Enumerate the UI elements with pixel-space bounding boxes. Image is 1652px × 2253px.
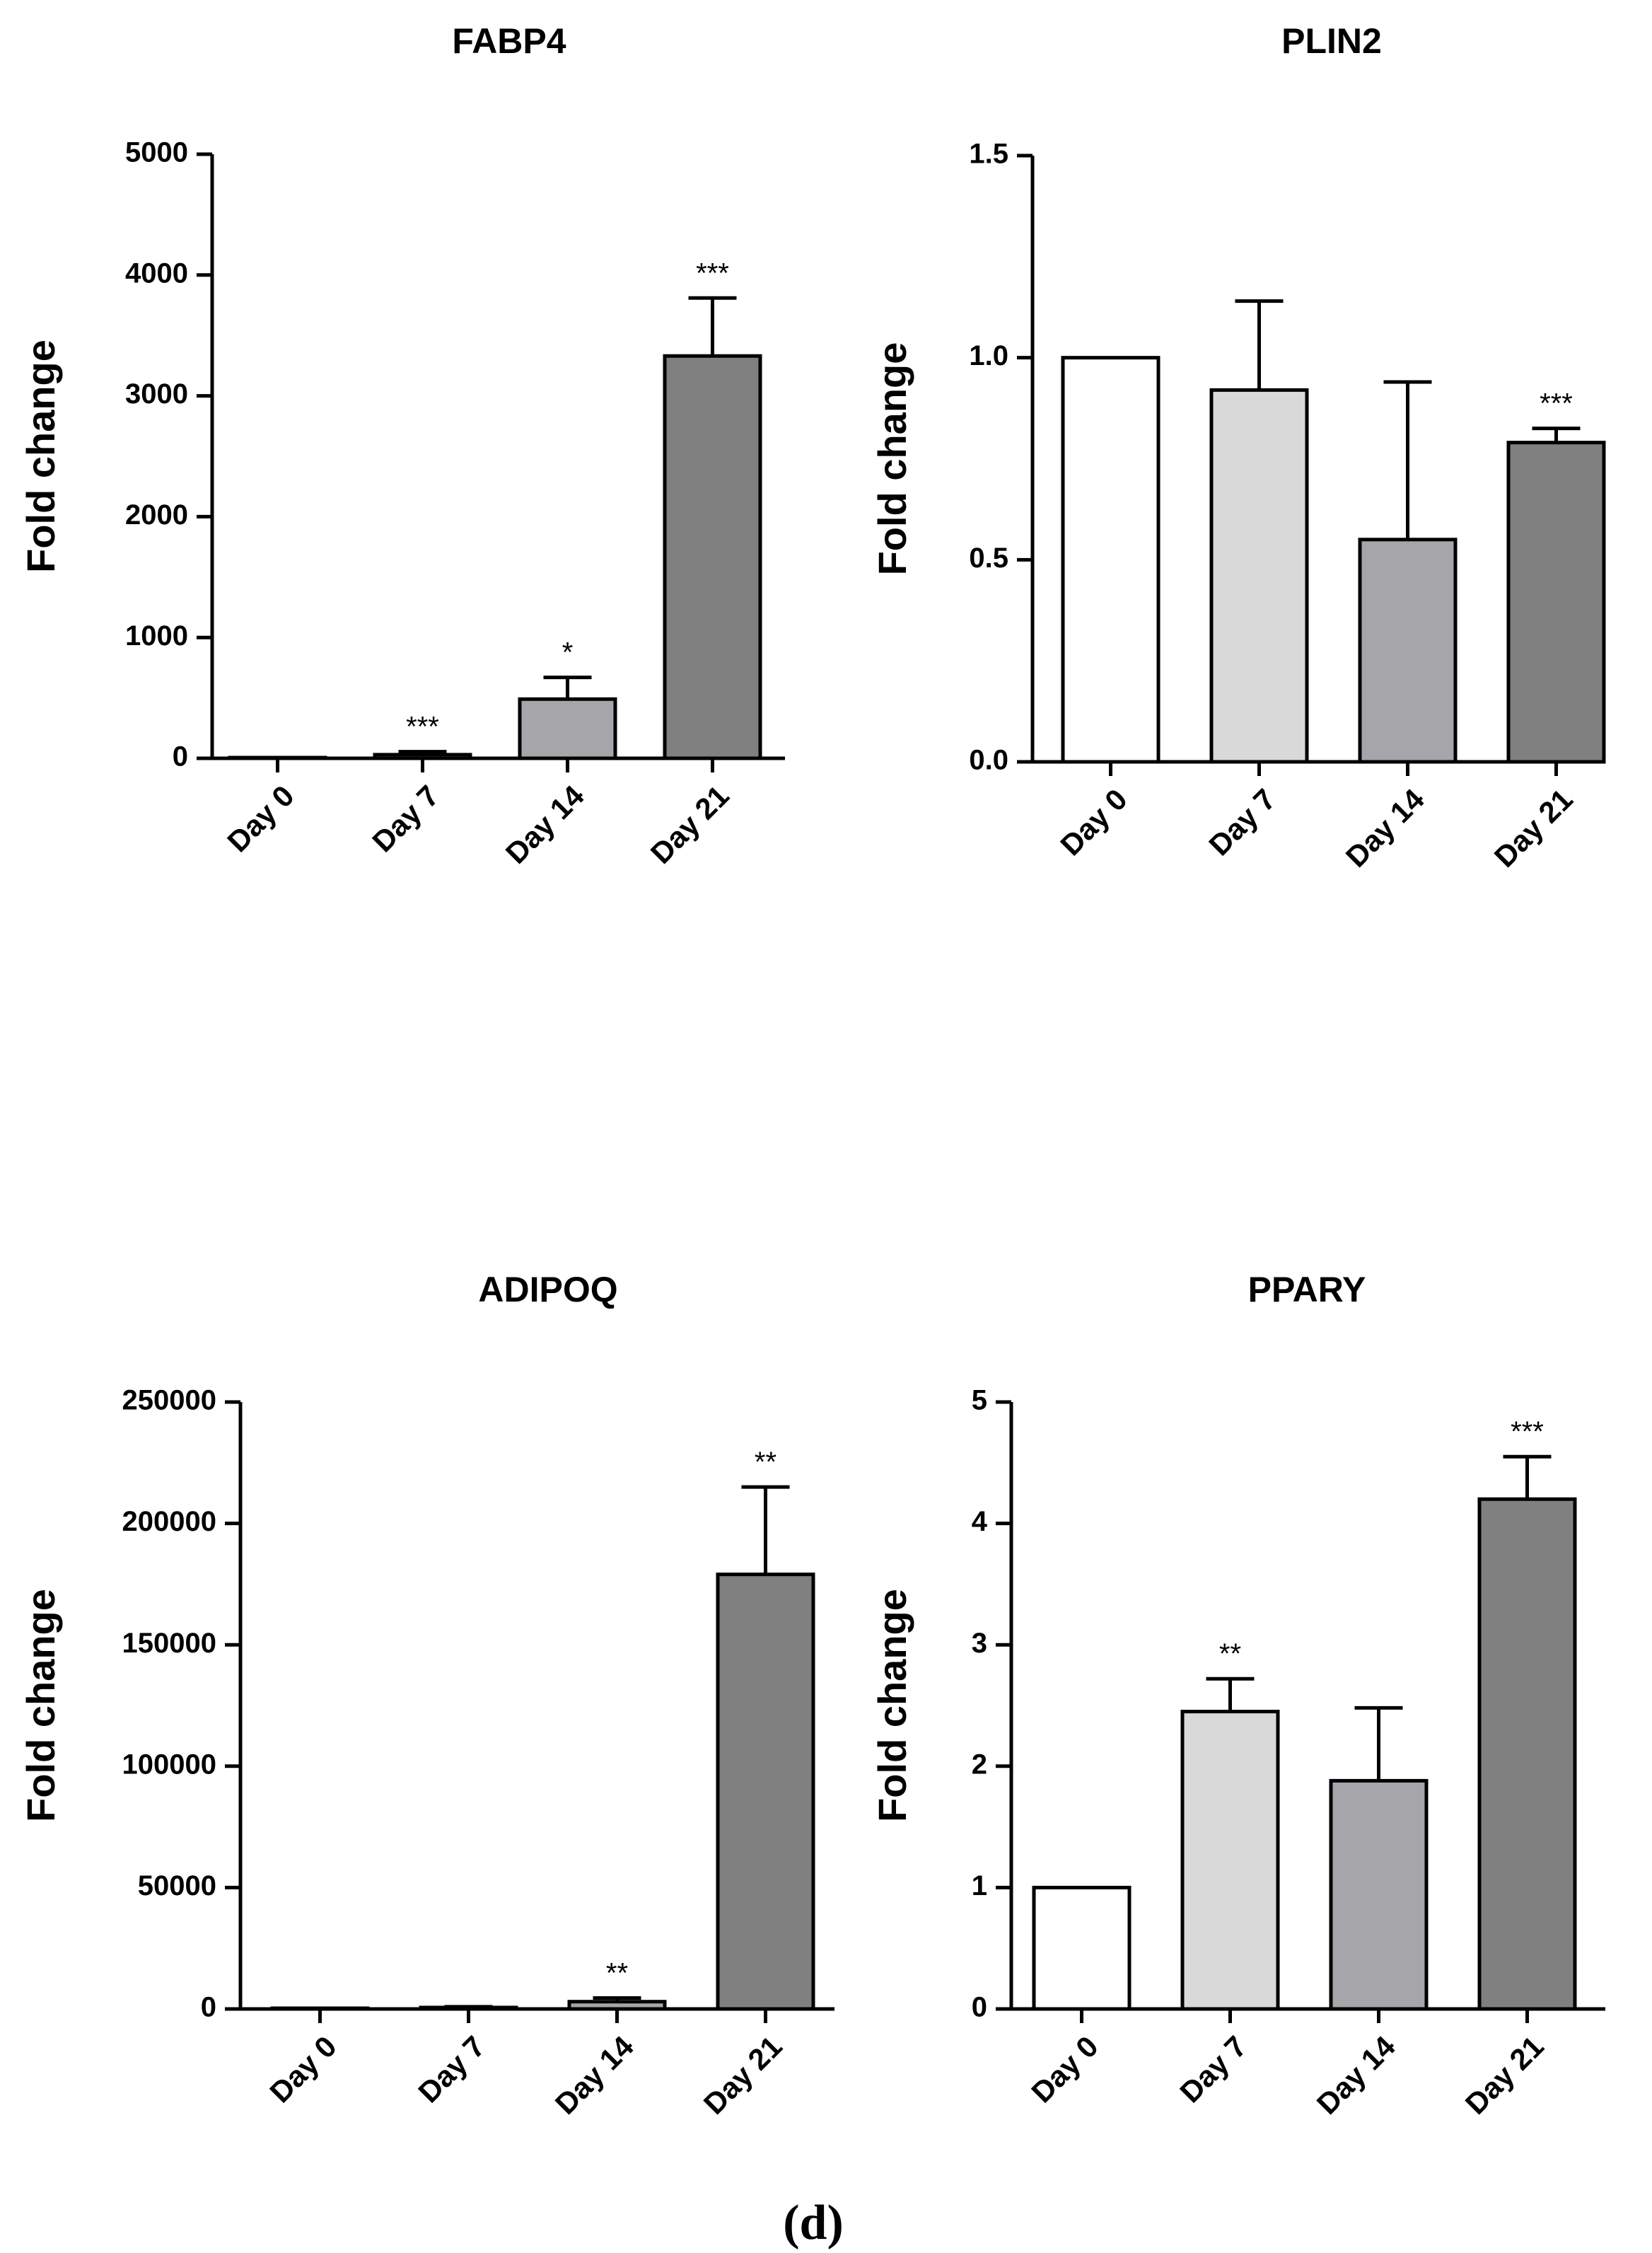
figure-label: (d)	[783, 2196, 844, 2250]
y-axis-label: Fold change	[18, 1589, 63, 1822]
y-tick-label: 2	[972, 1749, 987, 1780]
x-tick-label: Day 21	[697, 2029, 789, 2121]
x-tick-label: Day 14	[1339, 782, 1431, 874]
x-tick-label: Day 7	[412, 2029, 491, 2109]
y-tick-label: 1	[972, 1870, 987, 1901]
chart-panel-adipoq: ADIPOQ Fold change 0 50000 100000 150000 20000…	[18, 1270, 834, 2121]
y-tick-label: 0	[201, 1992, 216, 2023]
bar-day-14	[1329, 1778, 1429, 2011]
x-tick-label: Day 14	[499, 779, 591, 870]
y-tick-label: 200000	[122, 1506, 216, 1537]
bar-day-7	[373, 753, 472, 760]
x-tick-label: Day 0	[1025, 2029, 1104, 2109]
y-axis-label: Fold change	[18, 340, 63, 573]
y-tick-label: 100000	[122, 1749, 216, 1780]
x-tick-label: Day 21	[1459, 2029, 1550, 2121]
y-axis-label: Fold change	[870, 1589, 914, 1822]
x-tick-label: Day 7	[366, 779, 445, 858]
chart-title: PLIN2	[1281, 21, 1382, 61]
chart-panel-plin2: PLIN2 Fold change 0.0 0.5 1.0 1.5 Day 0 Day 7 Da…	[870, 21, 1606, 874]
significance-label: ***	[1511, 1416, 1544, 1447]
bar-day-21	[663, 354, 762, 760]
y-tick-label: 1000	[125, 620, 188, 651]
y-tick-label: 0.0	[969, 745, 1008, 776]
significance-label: **	[755, 1447, 776, 1478]
bar-day-21	[1477, 1497, 1577, 2011]
bar-day-21	[1506, 441, 1606, 764]
y-tick-label: 3000	[125, 378, 188, 410]
y-tick-label: 1.5	[969, 139, 1008, 170]
bar-day-7	[419, 2005, 518, 2011]
x-tick-label: Day 0	[221, 779, 300, 858]
y-tick-label: 250000	[122, 1385, 216, 1416]
significance-label: *	[562, 637, 574, 668]
significance-label: **	[606, 1958, 628, 1989]
significance-label: ***	[1540, 388, 1573, 419]
y-tick-label: 2000	[125, 499, 188, 531]
x-tick-label: Day 0	[1054, 782, 1133, 862]
y-tick-label: 0.5	[969, 543, 1008, 574]
y-tick-label: 5000	[125, 137, 188, 168]
y-tick-label: 1.0	[969, 340, 1008, 371]
significance-label: **	[1219, 1638, 1241, 1669]
y-tick-label: 4000	[125, 257, 188, 289]
significance-label: ***	[406, 712, 439, 743]
significance-label: ***	[696, 257, 729, 289]
x-tick-label: Day 7	[1173, 2029, 1252, 2109]
chart-panel-ppary: PPARY Fold change 0 1 2 3 4 5 Day 0 ** Day 7 Day 14…	[870, 1270, 1605, 2121]
bar-day-0	[270, 2006, 370, 2011]
chart-title: PPARY	[1248, 1270, 1366, 1309]
y-tick-label: 0	[173, 741, 188, 772]
y-axis-label: Fold change	[870, 342, 914, 576]
y-tick-label: 150000	[122, 1628, 216, 1659]
x-tick-label: Day 7	[1202, 782, 1281, 862]
bar-day-0	[1061, 356, 1161, 764]
bar-day-14	[518, 697, 617, 760]
y-tick-label: 3	[972, 1628, 987, 1659]
chart-title: ADIPOQ	[478, 1270, 617, 1309]
y-tick-label: 4	[972, 1506, 988, 1537]
y-tick-label: 5	[972, 1385, 987, 1416]
bar-day-21	[716, 1573, 815, 2011]
bar-day-7	[1180, 1710, 1280, 2011]
chart-panel-fabp4: FABP4 Fold change 0 1000 2000 3000 4000 5000 Day…	[18, 21, 785, 870]
x-tick-label: Day 21	[644, 779, 735, 870]
x-tick-label: Day 21	[1488, 782, 1579, 874]
x-tick-label: Day 14	[1310, 2029, 1402, 2121]
y-tick-label: 0	[972, 1992, 987, 2023]
x-tick-label: Day 14	[549, 2029, 640, 2121]
bar-day-14	[567, 2000, 667, 2011]
chart-title: FABP4	[452, 21, 566, 61]
y-tick-label: 50000	[138, 1870, 216, 1901]
x-tick-label: Day 0	[263, 2029, 342, 2109]
bar-day-7	[1209, 388, 1309, 764]
bar-day-0	[1032, 1885, 1132, 2011]
bar-day-14	[1358, 538, 1458, 764]
